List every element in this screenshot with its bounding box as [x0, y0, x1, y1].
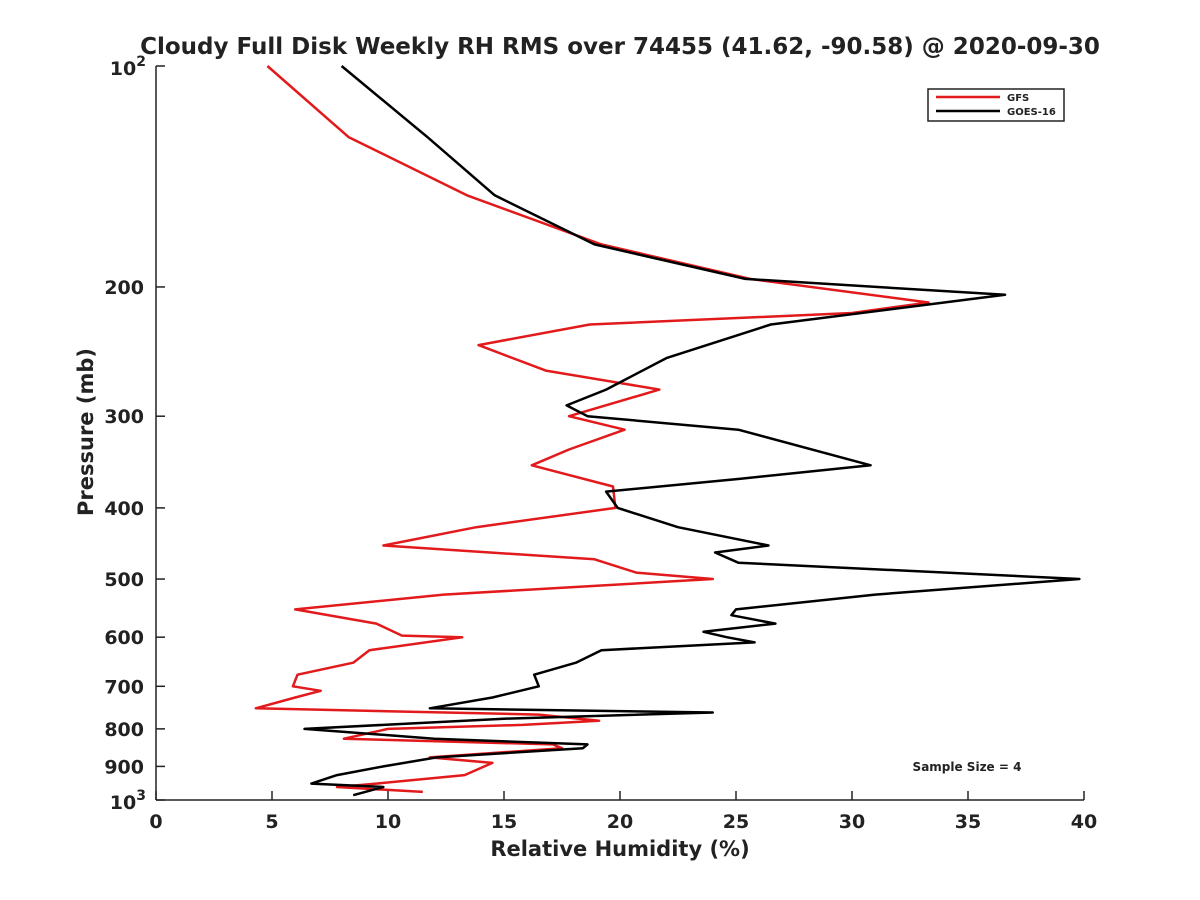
sample-size-annotation: Sample Size = 4: [913, 760, 1022, 774]
x-axis-label: Relative Humidity (%): [490, 837, 749, 861]
x-tick-label: 0: [149, 811, 162, 833]
y-tick-label: 700: [104, 676, 144, 698]
x-tick-label: 40: [1071, 811, 1097, 833]
y-tick-label: 103: [110, 788, 146, 814]
y-tick-label: 102: [110, 54, 146, 80]
x-tick-label: 20: [607, 811, 633, 833]
series-line-gfs: [254, 65, 930, 794]
x-tick-label: 15: [491, 811, 517, 833]
x-tick-label: 10: [375, 811, 401, 833]
series-lines: [254, 65, 1081, 797]
x-tick-label: 30: [839, 811, 865, 833]
x-tick-label: 25: [723, 811, 749, 833]
series-line-goes-16: [303, 65, 1081, 797]
y-tick-label: 800: [104, 719, 144, 741]
legend: GFS GOES-16: [927, 88, 1065, 122]
y-tick-label: 600: [104, 627, 144, 649]
chart-title: Cloudy Full Disk Weekly RH RMS over 7445…: [140, 34, 1100, 60]
y-axis-label: Pressure (mb): [74, 348, 98, 516]
x-tick-label: 35: [955, 811, 981, 833]
legend-label-gfs: GFS: [1007, 93, 1029, 104]
axes: 0 5 10 15 20 25 30 35 40 102 200 300 400 500 600 700 800…: [104, 54, 1097, 833]
y-tick-label: 200: [104, 277, 144, 299]
legend-box: [927, 88, 1065, 122]
x-tick-label: 5: [265, 811, 278, 833]
y-tick-label: 900: [104, 756, 144, 778]
y-tick-label: 400: [104, 498, 144, 520]
legend-label-goes-16: GOES-16: [1007, 107, 1056, 118]
y-tick-label: 500: [104, 569, 144, 591]
y-tick-label: 300: [104, 406, 144, 428]
